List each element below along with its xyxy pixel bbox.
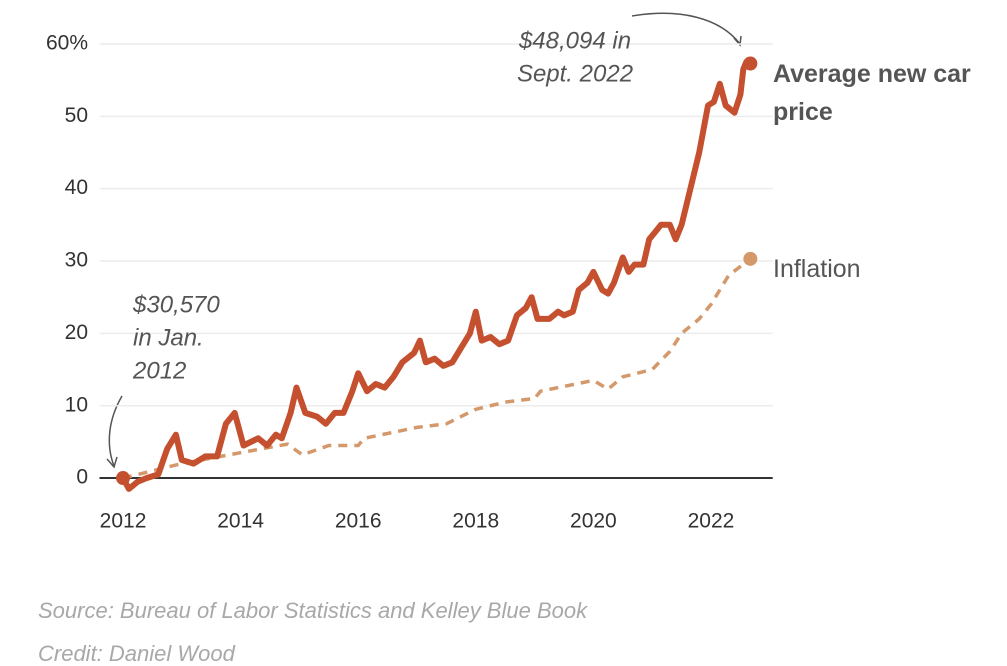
annotation: $48,094 in bbox=[518, 27, 631, 54]
annotation: $30,570 bbox=[132, 291, 220, 318]
y-tick-label: 20 bbox=[65, 321, 88, 344]
series-label: Inflation bbox=[773, 255, 861, 283]
series-line bbox=[120, 59, 754, 492]
end-dot bbox=[743, 56, 758, 71]
x-tick-label: 2018 bbox=[452, 510, 499, 533]
series-label: Average new car price bbox=[773, 60, 971, 126]
y-tick-label: 40 bbox=[65, 176, 88, 199]
arrow-head bbox=[733, 35, 742, 47]
source: Source: Bureau of Labor Statistics and K… bbox=[38, 598, 588, 623]
y-tick-label: 10 bbox=[65, 393, 88, 416]
start-dot bbox=[116, 471, 131, 486]
x-tick-label: 2012 bbox=[100, 510, 147, 533]
annotation: 2012 bbox=[132, 357, 186, 384]
x-tick-label: 2016 bbox=[335, 510, 382, 533]
x-tick-label: 2020 bbox=[570, 510, 617, 533]
credit: Credit: Daniel Wood bbox=[38, 641, 236, 666]
arrow bbox=[108, 395, 123, 467]
x-tick-label: 2022 bbox=[688, 510, 735, 533]
end-dot bbox=[743, 251, 758, 266]
y-tick-label: 0 bbox=[76, 466, 88, 489]
x-tick-label: 2014 bbox=[217, 510, 264, 533]
y-tick-label: 60% bbox=[46, 32, 88, 55]
series-line bbox=[122, 257, 752, 480]
annotation: in Jan. bbox=[133, 324, 204, 351]
annotation: Sept. 2022 bbox=[517, 60, 633, 87]
arrow bbox=[631, 12, 741, 45]
y-tick-label: 50 bbox=[65, 104, 88, 127]
y-tick-label: 30 bbox=[65, 249, 88, 272]
arrow-head bbox=[106, 456, 118, 469]
